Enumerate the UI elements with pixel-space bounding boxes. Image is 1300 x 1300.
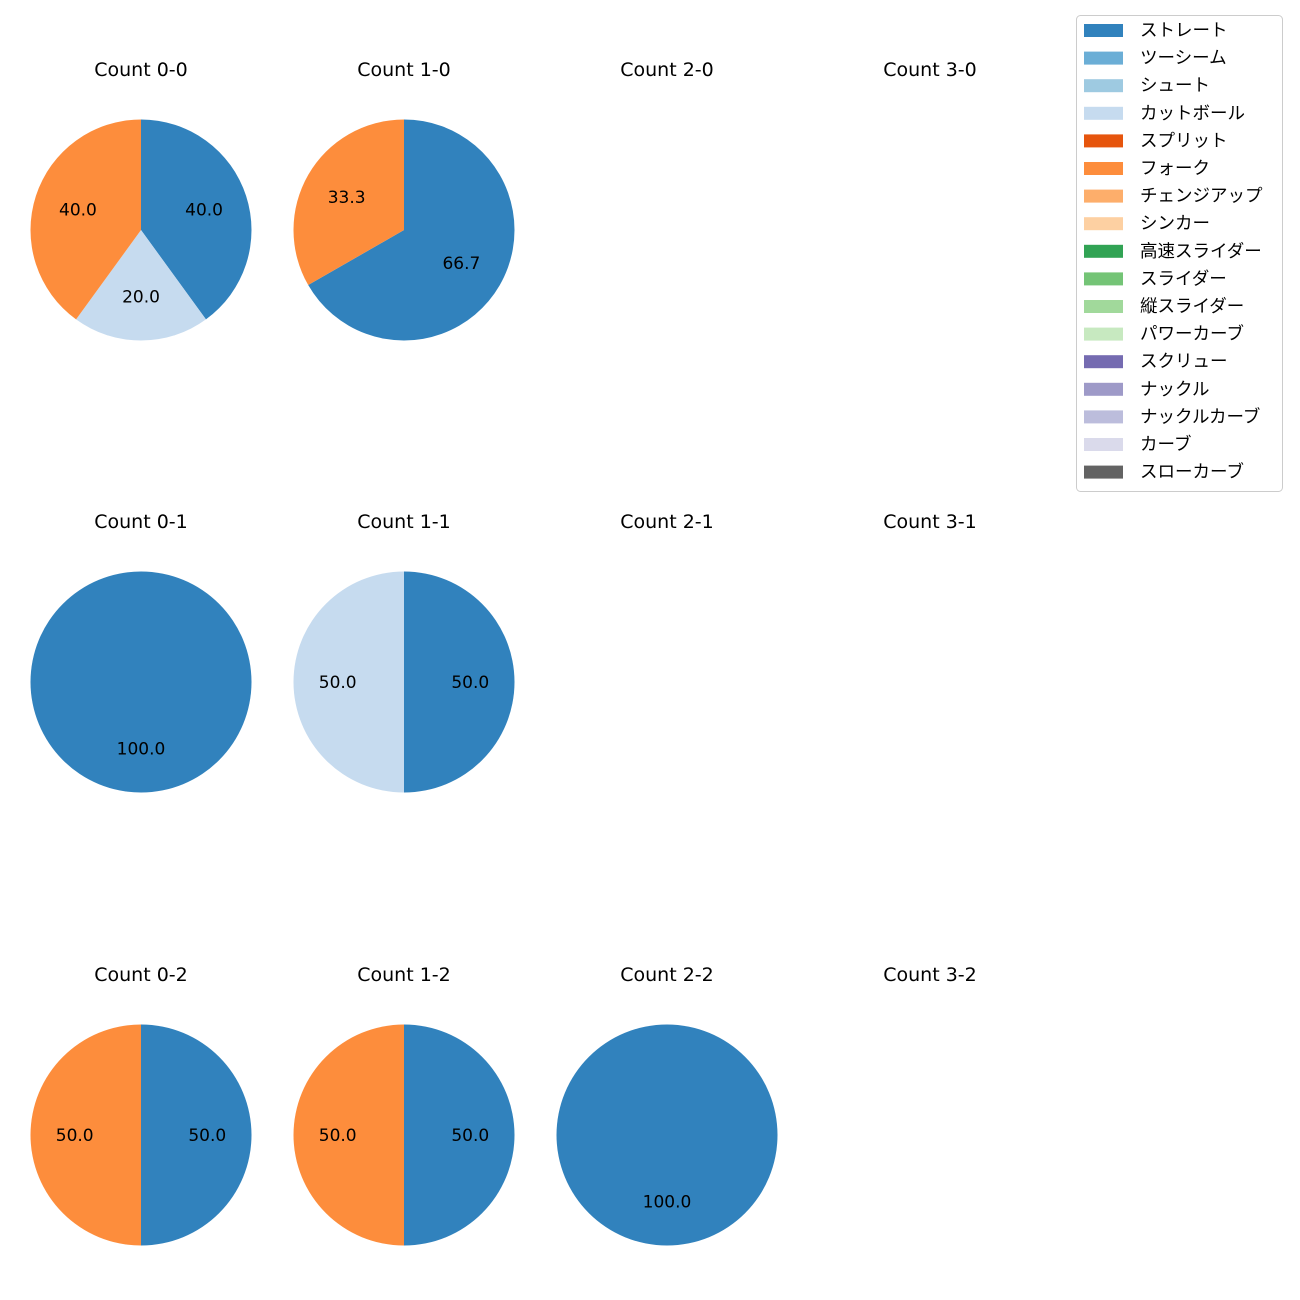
pie-panel: Count 2-0 [620, 59, 714, 81]
legend-swatch [1084, 162, 1123, 175]
panel-title: Count 2-2 [620, 964, 714, 986]
legend-label: シュート [1140, 76, 1210, 96]
legend-swatch [1084, 189, 1123, 203]
legend-label: ナックル [1140, 380, 1209, 400]
slice-label: 40.0 [59, 201, 97, 221]
pie-slice [293, 571, 404, 793]
pie-panel: Count 2-2 100.0 [556, 964, 778, 1246]
legend-swatch [1084, 134, 1123, 148]
legend-label: カットボール [1140, 104, 1245, 124]
panel-title: Count 0-0 [94, 59, 188, 81]
pie-slice [141, 1024, 252, 1246]
legend-label: チェンジアップ [1140, 187, 1263, 207]
legend-swatch [1084, 106, 1123, 120]
legend-swatch [1084, 438, 1123, 451]
pie-panel: Count 3-0 [883, 59, 977, 81]
legend-frame [1076, 15, 1283, 492]
legend-swatch [1084, 51, 1123, 65]
slice-label: 50.0 [451, 1126, 489, 1146]
legend: ストレートツーシームシュートカットボールスプリットフォークチェンジアップシンカー… [1076, 15, 1283, 492]
legend-swatch [1084, 300, 1123, 313]
pie-slice [404, 571, 515, 793]
legend-label: パワーカーブ [1140, 324, 1244, 345]
panel-title: Count 1-1 [357, 511, 451, 533]
pie-slice [141, 119, 252, 320]
legend-label: ストレート [1140, 21, 1228, 41]
legend-label: ナックルカーブ [1140, 406, 1260, 427]
legend-label: カーブ [1140, 434, 1191, 455]
panel-title: Count 1-2 [357, 964, 451, 986]
legend-swatch [1084, 272, 1123, 286]
legend-swatch [1084, 79, 1123, 93]
legend-swatch [1084, 217, 1123, 231]
pie-panel: Count 1-2 50.0 50.0 [293, 964, 515, 1246]
legend-swatch [1084, 382, 1123, 396]
slice-label: 50.0 [319, 1126, 357, 1146]
legend-label: 高速スライダー [1140, 242, 1262, 262]
legend-swatch [1084, 244, 1123, 258]
slice-label: 50.0 [319, 673, 357, 693]
pie-panel: Count 0-1 100.0 [30, 511, 252, 793]
slice-label: 66.7 [442, 254, 480, 274]
panel-title: Count 3-1 [883, 511, 977, 533]
pie-panel: Count 1-0 66.7 33.3 [293, 59, 515, 341]
panel-title: Count 0-1 [94, 511, 188, 533]
pie-panel: Count 2-1 [620, 511, 714, 533]
legend-swatch [1084, 410, 1123, 424]
pie-slice [556, 1024, 778, 1246]
slice-label: 33.3 [328, 188, 366, 208]
slice-label: 50.0 [188, 1126, 226, 1146]
legend-label: フォーク [1140, 159, 1210, 179]
pie-panel: Count 0-0 40.0 20.0 40.0 [30, 59, 252, 341]
slice-label: 50.0 [451, 673, 489, 693]
panel-title: Count 3-0 [883, 59, 977, 81]
slice-label: 100.0 [117, 739, 166, 759]
slice-label: 100.0 [643, 1192, 692, 1212]
pie-panel: Count 3-2 [883, 964, 977, 986]
panel-title: Count 2-1 [620, 511, 714, 533]
pie-panel: Count 3-1 [883, 511, 977, 533]
legend-label: スクリュー [1140, 352, 1228, 372]
panel-title: Count 0-2 [94, 964, 188, 986]
pie-slice [293, 119, 404, 286]
pie-slice [308, 119, 515, 341]
legend-label: スライダー [1140, 269, 1227, 289]
legend-swatch [1084, 465, 1123, 479]
slice-label: 20.0 [122, 287, 160, 307]
legend-label: スローカーブ [1140, 462, 1244, 483]
pie-slice [293, 1024, 404, 1246]
legend-label: シンカー [1140, 214, 1210, 234]
panel-title: Count 2-0 [620, 59, 714, 81]
pie-panel: Count 0-2 50.0 50.0 [30, 964, 252, 1246]
pie-slice [30, 119, 142, 320]
legend-label: 縦スライダー [1140, 297, 1244, 317]
pie-panel: Count 1-1 50.0 50.0 [293, 511, 515, 793]
pie-slice [76, 230, 206, 341]
pie-slice [30, 1024, 142, 1246]
legend-swatch [1084, 355, 1123, 369]
slice-label: 40.0 [185, 201, 223, 221]
legend-swatch [1084, 24, 1123, 37]
pie-slice [30, 571, 252, 793]
slice-label: 50.0 [56, 1126, 94, 1146]
pie-slice [404, 1024, 515, 1246]
legend-label: ツーシーム [1140, 49, 1227, 69]
panel-title: Count 1-0 [357, 59, 451, 81]
legend-swatch [1084, 327, 1123, 341]
legend-label: スプリット [1140, 131, 1228, 151]
panel-title: Count 3-2 [883, 964, 977, 986]
